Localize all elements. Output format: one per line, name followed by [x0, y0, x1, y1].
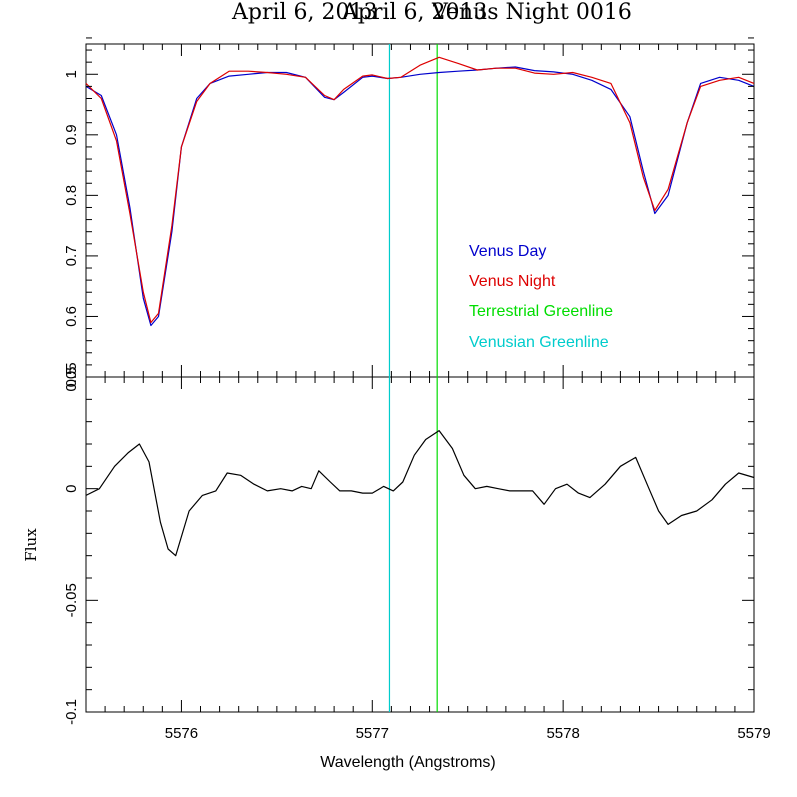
x-axis-label: Wavelength (Angstroms): [320, 754, 495, 771]
legend-venusian-greenline: Venusian Greenline: [469, 334, 609, 351]
venus-day-line: [85, 66, 755, 327]
bottom-panel-frame: [85, 376, 755, 713]
x-tick-label: 5577: [356, 725, 389, 742]
y-tick-label: 0.9: [63, 124, 80, 145]
y-tick-label: 0.7: [63, 245, 80, 266]
chart-title-mid: April 6, 2013: [341, 0, 488, 25]
x-tick-label: 5579: [737, 725, 770, 742]
y-tick-label: 0: [63, 485, 80, 493]
y-tick-label: 0.8: [63, 185, 80, 206]
y-tick-label: 0.05: [63, 362, 80, 391]
y-tick-label: 0.6: [63, 306, 80, 327]
bottom-panel-series: [85, 430, 755, 557]
greenline-markers: [388, 44, 438, 712]
legend-terrestrial-greenline: Terrestrial Greenline: [469, 303, 613, 320]
y-tick-label: -0.1: [63, 699, 80, 725]
y-tick-label: -0.05: [63, 583, 80, 617]
top-panel-series: [85, 56, 755, 327]
legend-venus-night: Venus Night: [469, 273, 556, 290]
y-tick-label: 0.5: [63, 367, 80, 388]
residual-flux-line: [85, 430, 755, 557]
y-tick-label: 1: [63, 70, 80, 78]
axis-ticks: 5576 5577 5578 5579 0.5 0.6 0.7 0.8 0.9 1 -0.1 -0.0…: [63, 37, 771, 742]
legend-venus-day: Venus Day: [469, 243, 546, 260]
chart-title-left: April 6, 2013: [231, 0, 378, 25]
x-tick-label: 5578: [546, 725, 579, 742]
venus-night-line: [85, 56, 755, 324]
chart-title-right: Venus Night 0016: [431, 0, 632, 25]
x-tick-label: 5576: [165, 725, 198, 742]
y-axis-label: Flux: [22, 528, 40, 562]
